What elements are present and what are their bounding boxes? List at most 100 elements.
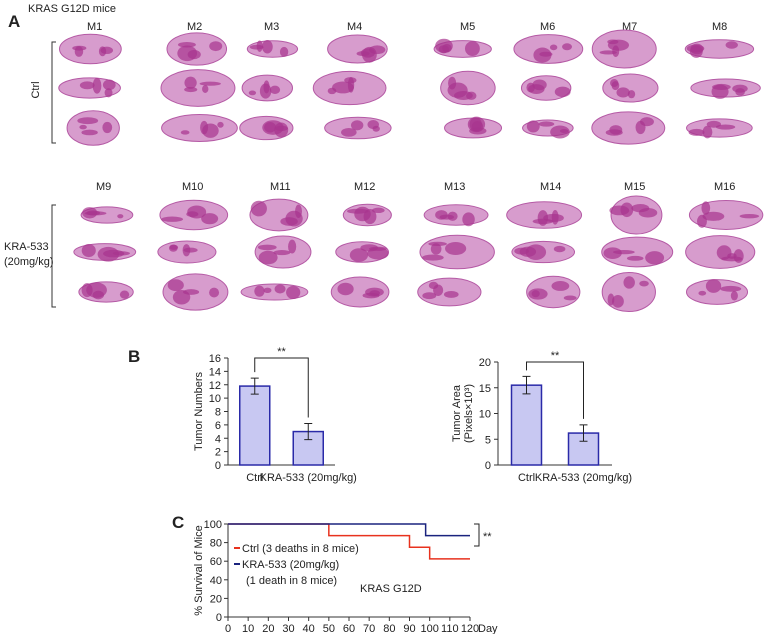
y-tick-label: 10 [209,393,221,405]
mouse-label: M6 [540,21,555,33]
tissue-lesion [201,213,219,225]
tissue-lesion [250,200,267,217]
tissue-lesion [732,84,748,93]
mouse-label: M3 [264,21,279,33]
tissue-lesion [531,290,540,298]
tissue-lesion [698,290,707,296]
tissue-lesion [349,248,369,262]
tissue-lesion [739,213,760,219]
survival-line [228,523,470,560]
tissue-lesion [611,295,624,308]
tissue-lesion [79,81,95,90]
tissue-lesion [202,85,209,93]
tissue-lesion [102,121,113,134]
panel-title: KRAS G12D mice [28,3,116,15]
mouse-label: M2 [187,21,202,33]
x-tick-label: 10 [242,623,254,634]
tissue-lesion [435,210,448,220]
significance-label: ** [277,346,286,358]
tissue-lesion [288,239,297,254]
tissue-lesion [430,243,442,255]
legend-note: (1 death in 8 mice) [246,575,337,587]
tissue-lesion [645,251,665,265]
tissue-lesion [98,46,107,57]
tissue-lesion [730,290,738,301]
mouse-label: M4 [347,21,362,33]
mouse-label: M13 [444,181,465,193]
tissue-lesion [337,282,354,296]
x-tick-label: 100 [420,623,438,634]
tissue-lesion [344,77,357,84]
tissue-lesion [177,45,198,62]
x-tick-label: 30 [282,623,294,634]
tissue-lesion [184,76,197,89]
y-tick-label: 4 [215,433,221,445]
x-tick-label: KRA-533 (20mg/kg) [535,472,632,484]
significance-bracket [526,361,584,419]
legend-label: Ctrl (3 deaths in 8 mice) [242,543,359,555]
x-tick-label: 40 [303,623,315,634]
tissue-lesion [341,128,357,137]
tissue-lesion [248,90,257,96]
tissue-lesion [422,292,437,300]
x-tick-label: 0 [225,623,231,634]
bar [510,384,543,466]
tissue-lesion [184,87,198,93]
error-bar [304,423,313,441]
mouse-label: M9 [96,181,111,193]
tissue-lesion [688,128,705,136]
significance-label: ** [483,531,492,543]
tissue-lesion [161,216,184,222]
row-label: (20mg/kg) [4,256,54,268]
tissue-lesion [177,41,196,48]
tissue-lesion [639,117,654,127]
tissue-lesion [180,130,190,135]
tissue-lesion [273,249,291,256]
tissue-lesion [79,124,87,130]
tissue-lesion [626,255,644,261]
tissue-lesion [259,83,272,99]
tissue-lesion [86,210,100,216]
row-bracket [51,41,56,144]
mouse-label: M10 [182,181,203,193]
tissue-lesion [327,87,337,95]
tissue-lesion [554,86,571,98]
tissue-lesion [274,284,286,294]
tissue-lesion [183,247,198,253]
tissue-lesion [639,280,649,287]
tissue-lesion [295,204,302,218]
tissue-lesion [428,281,439,290]
tissue-lesion [607,39,619,45]
tissue-lesion [526,120,540,133]
tissue-lesion [172,289,191,305]
tissue-lesion [715,124,736,130]
tissue-lesion [81,243,96,258]
error-bar [250,377,259,395]
tissue-lesion [447,211,458,221]
tissue-lesion [258,250,278,265]
tissue-lesion [81,283,93,298]
x-tick-label: 110 [441,623,459,634]
tissue-lesion [603,247,622,259]
tissue-lesion [553,245,566,253]
mouse-label: M16 [714,181,735,193]
tissue-lesion [269,85,281,94]
significance-label: ** [551,350,560,362]
tissue-lesion [77,117,99,125]
tissue-lesion [466,91,477,100]
tissue-lesion [701,201,711,215]
tissue-lesion [549,44,558,51]
mouse-label: M15 [624,181,645,193]
tissue-lesion [347,208,369,214]
tissue-lesion [599,50,617,55]
panel-label: A [8,12,20,31]
tissue-lesion [368,246,387,251]
tissue-section [160,69,236,107]
tissue-lesion [720,285,742,292]
tissue-lesion [550,125,570,139]
tissue-lesion [702,211,725,221]
tissue-lesion [119,290,130,299]
tissue-lesion [443,291,459,298]
tissue-lesion [254,285,265,297]
